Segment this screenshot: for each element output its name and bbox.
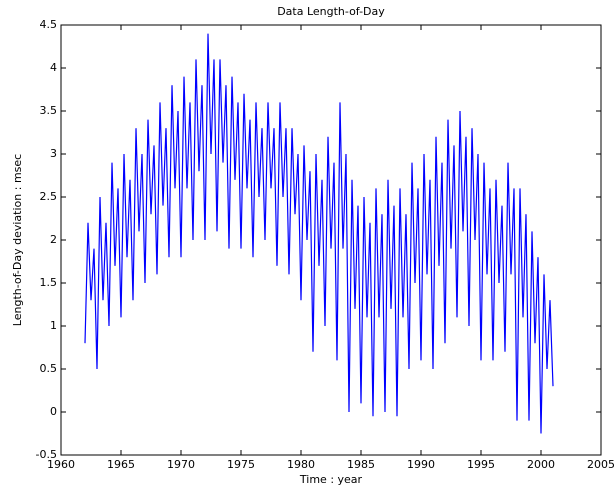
x-tick-label: 1975 bbox=[227, 458, 255, 471]
y-tick-label: -0.5 bbox=[36, 448, 57, 461]
y-tick-label: 2 bbox=[50, 233, 57, 246]
y-tick-label: 4 bbox=[50, 61, 57, 74]
y-tick-label: 2.5 bbox=[40, 190, 58, 203]
y-tick-label: 0.5 bbox=[40, 362, 58, 375]
x-tick-label: 1985 bbox=[347, 458, 375, 471]
y-tick-label: 3 bbox=[50, 147, 57, 160]
y-tick-label: 1 bbox=[50, 319, 57, 332]
x-tick-label: 1990 bbox=[407, 458, 435, 471]
x-axis-label: Time : year bbox=[299, 473, 363, 486]
y-tick-label: 3.5 bbox=[40, 104, 58, 117]
y-tick-label: 0 bbox=[50, 405, 57, 418]
chart-title: Data Length-of-Day bbox=[277, 5, 385, 18]
x-tick-label: 1995 bbox=[467, 458, 495, 471]
x-tick-label: 1965 bbox=[107, 458, 135, 471]
y-axis-label: Length-of-Day deviation : msec bbox=[11, 154, 24, 326]
x-tick-label: 2000 bbox=[527, 458, 555, 471]
x-tick-label: 1980 bbox=[287, 458, 315, 471]
y-tick-label: 1.5 bbox=[40, 276, 58, 289]
y-tick-label: 4.5 bbox=[40, 18, 58, 31]
x-tick-label: 1970 bbox=[167, 458, 195, 471]
x-tick-label: 1960 bbox=[47, 458, 75, 471]
data-line bbox=[84, 33, 554, 434]
x-tick-label: 2005 bbox=[587, 458, 614, 471]
